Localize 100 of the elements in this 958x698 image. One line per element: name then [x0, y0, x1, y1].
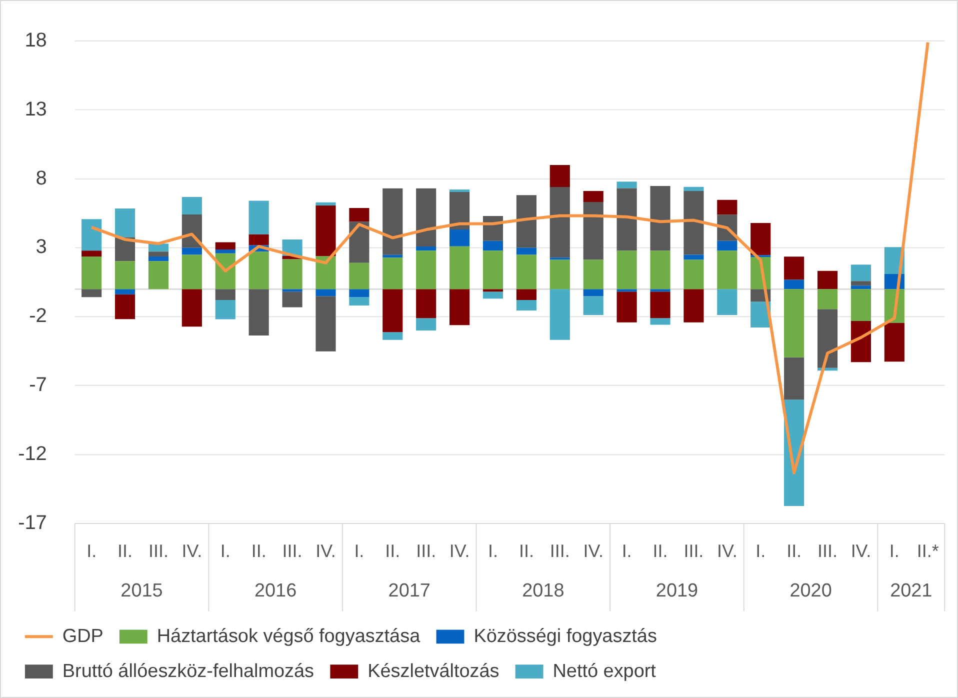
bar [316, 296, 336, 352]
text: 2018 [522, 580, 564, 602]
y-tick-label: 8 [36, 167, 47, 190]
bar [416, 246, 436, 251]
text: 2019 [656, 580, 698, 602]
bar [382, 258, 403, 290]
x-tick-label: I. [488, 541, 498, 562]
bar [550, 187, 570, 258]
bar [583, 260, 604, 290]
y-tick-label: -2 [29, 305, 47, 328]
text: 2015 [120, 580, 163, 602]
bar [482, 250, 504, 290]
bar [450, 190, 470, 192]
x-tick-label: III. [416, 541, 436, 562]
y-tick-label: 18 [24, 29, 47, 52]
bar [550, 289, 570, 340]
bar [182, 289, 202, 327]
x-tick-label: III. [818, 541, 838, 562]
bar [684, 191, 704, 255]
legend-label: GDP [62, 626, 104, 647]
x-tick-label: I. [220, 541, 230, 562]
bar [817, 289, 838, 310]
bar [482, 289, 504, 292]
bar [583, 289, 604, 296]
bar [550, 260, 570, 290]
bar [114, 261, 136, 290]
legend-label: Készletváltozás [368, 660, 500, 682]
bar [450, 246, 470, 290]
legend-label: Háztartások végső fogyasztása [156, 626, 421, 647]
bar [248, 234, 269, 246]
bar [316, 289, 336, 296]
bar [616, 289, 637, 292]
bar [516, 289, 536, 300]
bar [148, 244, 169, 252]
bar [82, 250, 102, 257]
bar [148, 252, 169, 257]
x-tick-label: I. [889, 541, 900, 562]
bar [450, 192, 470, 230]
bar [148, 256, 169, 262]
bar [616, 182, 637, 188]
x-tick-label: II. [652, 541, 668, 562]
bar [182, 196, 202, 214]
bar [282, 289, 302, 292]
x-tick-label: III. [550, 541, 570, 562]
bar [684, 254, 704, 260]
x-tick-label: IV. [717, 541, 738, 562]
bar [82, 289, 102, 298]
bar [82, 256, 102, 290]
bar [382, 254, 403, 258]
bar [684, 289, 704, 322]
bar [416, 250, 436, 290]
legend-label: Nettó export [552, 660, 657, 682]
x-tick-label: II. [518, 541, 534, 562]
bar [182, 254, 202, 290]
bar [148, 261, 169, 290]
bar [817, 309, 838, 368]
x-tick-label: III. [684, 541, 704, 562]
bar [850, 289, 871, 321]
bar [650, 186, 670, 251]
x-tick-label: I. [354, 541, 364, 562]
bar [450, 289, 470, 326]
bar [717, 250, 738, 290]
bar [215, 289, 236, 300]
text: 2020 [790, 580, 832, 602]
bar [784, 289, 804, 358]
bar [482, 292, 504, 299]
bar [114, 208, 136, 238]
legend-label: Bruttó állóeszköz-felhalmozás [62, 660, 314, 682]
bar [750, 223, 771, 256]
bar [784, 357, 804, 400]
bar [248, 252, 269, 290]
x-tick-label: IV. [583, 541, 604, 562]
bar [416, 289, 436, 318]
bar [248, 289, 269, 336]
bar [650, 292, 670, 318]
bar [784, 280, 804, 290]
bar [316, 202, 336, 206]
bar [215, 250, 236, 254]
bar [850, 286, 871, 290]
x-tick-label: II. [251, 541, 266, 562]
bar [616, 188, 637, 251]
bar [450, 230, 470, 246]
bar [382, 332, 403, 340]
bar [349, 208, 370, 222]
x-tick-label: III. [148, 541, 168, 562]
bar [82, 219, 102, 251]
x-tick-label: II. [118, 541, 133, 562]
x-tick-label: IV. [850, 541, 872, 562]
bar [684, 260, 704, 290]
bar [616, 250, 637, 290]
x-tick-label: II. [385, 541, 400, 562]
bar [650, 289, 670, 292]
x-tick-label: IV. [182, 541, 202, 562]
bar [215, 300, 236, 320]
bar [349, 262, 370, 290]
bar [349, 297, 370, 306]
bar [516, 254, 536, 290]
bar [884, 322, 904, 362]
bar [416, 188, 436, 246]
bar [114, 289, 136, 294]
